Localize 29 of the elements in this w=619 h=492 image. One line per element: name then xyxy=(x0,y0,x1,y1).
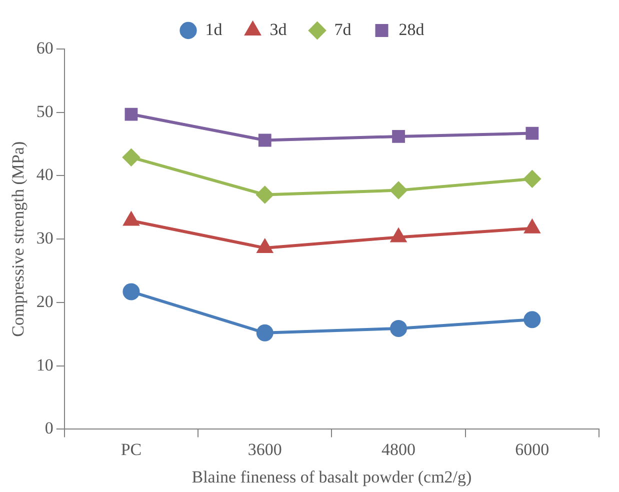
x-tick-label: 6000 xyxy=(515,440,550,459)
x-tick-label: 3600 xyxy=(248,440,282,459)
y-tick-label: 20 xyxy=(36,292,54,311)
point xyxy=(256,186,274,204)
x-axis-title: Blaine fineness of basalt powder (cm2/g) xyxy=(192,467,472,486)
legend-label: 28d xyxy=(398,20,425,39)
x-tick-label: PC xyxy=(120,440,142,459)
point xyxy=(524,311,541,328)
point xyxy=(524,170,541,188)
point xyxy=(526,126,539,140)
point xyxy=(256,324,274,342)
point xyxy=(390,182,408,199)
y-tick-label: 40 xyxy=(36,165,54,184)
y-tick-label: 0 xyxy=(44,418,54,438)
point xyxy=(122,283,140,300)
y-tick-label: 60 xyxy=(36,38,54,58)
point xyxy=(124,108,138,121)
x-tick-label: 4800 xyxy=(382,440,416,459)
y-axis-title: Compressive strength (MPa) xyxy=(8,141,28,337)
y-tick-label: 50 xyxy=(36,102,54,121)
point xyxy=(392,130,405,143)
point xyxy=(258,134,272,147)
legend-label: 3d xyxy=(270,20,288,39)
legend-label: 1d xyxy=(205,20,223,39)
legend-label: 7d xyxy=(334,20,352,39)
point xyxy=(122,148,140,166)
y-tick-label: 30 xyxy=(36,228,54,248)
y-tick-label: 10 xyxy=(36,355,54,374)
point xyxy=(390,320,408,337)
